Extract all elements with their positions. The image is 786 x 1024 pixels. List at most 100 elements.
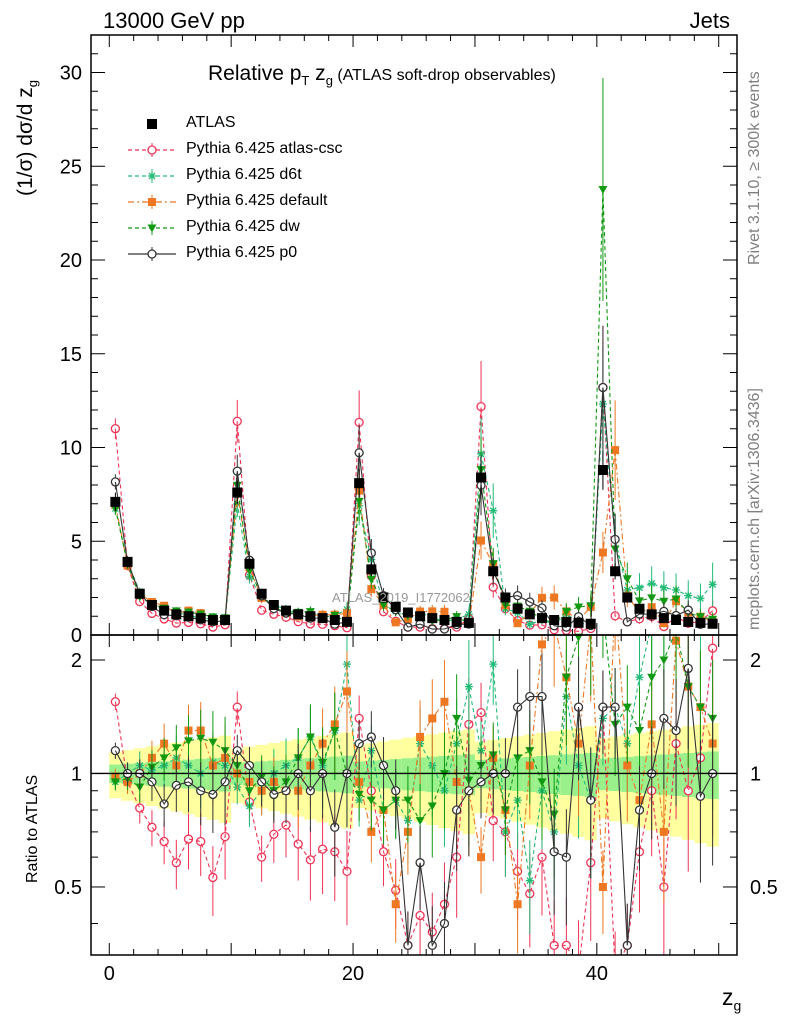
data-point [513,619,522,628]
x-axis-label-sub: g [733,997,742,1014]
legend-marker [147,249,157,259]
ratio-axis-label: Ratio to ATLAS [24,774,41,883]
reference-point [207,615,218,625]
reference-point [195,613,206,624]
title-part: (ATLAS soft-drop observables) [332,67,556,84]
title-part: Relative p [208,62,302,85]
reference-point [402,607,413,618]
legend-marker [147,145,157,155]
reference-data [110,450,718,629]
reference-point [134,588,145,599]
ratio-point [622,703,632,712]
ratio-point [135,803,145,813]
reference-point [597,465,608,475]
reference-point [549,615,560,625]
ratio-series-line [114,648,714,955]
reference-point [366,564,377,575]
ratio-series-line [114,668,714,948]
ratio-series-line [115,635,714,905]
data-point [550,593,559,602]
legend-label: Pythia 6.425 p0 [186,244,298,261]
reference-point [646,609,657,620]
axes: 0 20 40 0 5 10 15 20 25 30 0.5 0.5 1 1 2 2 [54,34,778,985]
reference-point [463,617,474,628]
ratio-point [415,910,425,921]
main-panel-series [110,78,718,636]
legend-marker [147,224,157,233]
legend-label: Pythia 6.425 default [186,192,328,209]
data-point [598,186,608,194]
reference-point [451,616,462,627]
reference-point [378,592,389,603]
reference-point [183,611,194,622]
ratio-tick-label: 2 [71,650,82,672]
reference-point [536,613,547,624]
data-point [708,580,717,589]
reference-point [232,487,243,498]
reference-point [573,617,584,628]
rivet-version-text: Rivet 3.1.10, ≥ 300k events [746,71,763,265]
ratio-point [477,853,486,862]
ratio-point [695,703,705,712]
reference-point [683,616,694,627]
reference-point [427,613,438,624]
y-axis-label-sub: g [25,79,41,88]
data-point [574,603,584,612]
reference-point [512,603,523,614]
series-line [114,387,713,632]
series-line [114,450,713,625]
ratio-point [330,727,340,736]
legend-marker [147,119,157,129]
y-tick-label: 15 [60,344,82,366]
beam-energy-label: 13000 GeV pp [103,8,245,33]
ratio-point [537,778,547,787]
data-point [622,575,632,584]
ratio-point [110,778,120,787]
green-band [560,754,573,796]
reference-point [354,478,365,489]
reference-point [622,592,633,603]
reference-point [317,613,328,624]
ratio-point [184,737,194,746]
ratio-point [464,682,473,691]
reference-point [671,615,682,625]
reference-point [122,556,133,567]
ratio-point [513,900,522,909]
ratio-point [683,786,693,796]
ratio-point [403,796,413,805]
y-tick-label: 30 [60,63,82,85]
reference-point [244,558,255,569]
reference-point [634,603,645,614]
legend [128,119,176,261]
reference-point [500,592,511,603]
reference-point [305,611,316,622]
reference-point [439,615,450,625]
ratio-series-line [115,635,650,881]
ratio-point [525,747,535,756]
reference-point [476,472,487,483]
reference-point [561,616,572,627]
legend-label: Pythia 6.425 dw [186,218,300,235]
reference-point [256,588,267,599]
data-point [525,620,534,629]
y-tick-label: 5 [71,531,82,553]
y-tick-label: 10 [60,438,82,460]
reference-point [281,605,292,616]
y-tick-label: 0 [71,625,82,647]
ratio-tick-label: 1 [71,763,82,785]
ratio-tick-label-right: 0.5 [750,877,778,899]
reference-point [329,615,340,625]
ratio-point [659,827,668,836]
reference-point [220,615,231,625]
ratio-tick-label-right: 2 [750,650,761,672]
reference-point [268,600,279,610]
reference-point [488,566,499,577]
ratio-frame [90,634,738,956]
legend-label: Pythia 6.425 atlas-csc [186,140,343,157]
title-subscript: g [325,73,333,89]
y-axis-label: (1/σ) dσ/d zg [14,80,40,196]
data-point [354,497,364,506]
ratio-panel-series [110,633,718,955]
data-point [647,579,656,588]
x-tick-label: 40 [586,963,608,985]
